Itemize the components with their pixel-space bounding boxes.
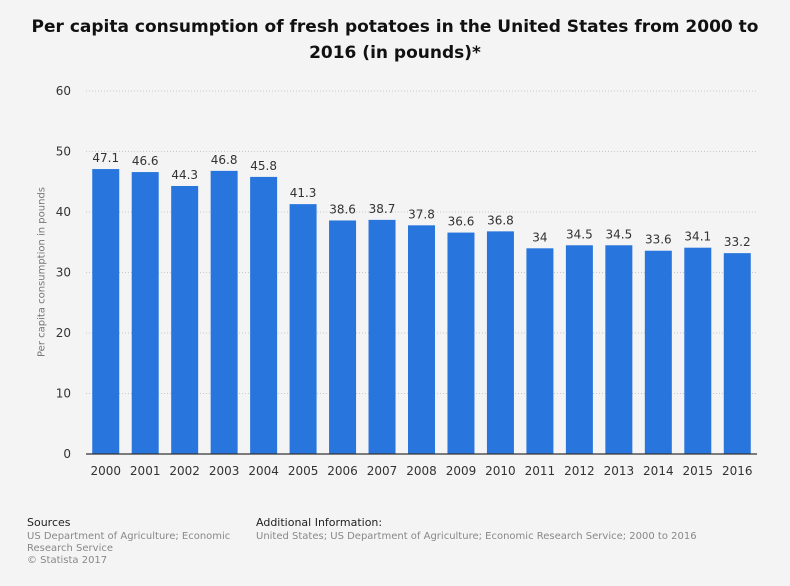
data-label: 34.5	[605, 227, 632, 241]
x-tick-label: 2008	[406, 464, 437, 478]
additional-info-block: Additional Information: United States; U…	[256, 517, 726, 543]
bar	[644, 250, 672, 454]
x-tick-label: 2001	[130, 464, 161, 478]
x-tick-label: 2009	[446, 464, 477, 478]
bar	[408, 225, 435, 454]
y-tick-label: 0	[63, 447, 71, 461]
bar	[684, 247, 712, 454]
data-label: 34.5	[566, 227, 593, 241]
bar	[92, 169, 120, 455]
x-tick-label: 2014	[643, 464, 674, 478]
bar	[289, 204, 317, 454]
bar	[368, 219, 396, 454]
x-tick-label: 2010	[485, 464, 516, 478]
y-tick-label: 30	[56, 266, 71, 280]
y-tick-label: 20	[56, 326, 71, 340]
data-label: 34	[532, 230, 547, 244]
x-tick-label: 2007	[367, 464, 398, 478]
bar	[526, 248, 554, 454]
data-label: 45.8	[250, 159, 277, 173]
bar	[565, 245, 593, 454]
data-label: 33.6	[645, 233, 672, 247]
x-tick-label: 2012	[564, 464, 595, 478]
data-label: 47.1	[92, 151, 119, 165]
bar	[329, 220, 357, 454]
data-label: 46.6	[132, 154, 159, 168]
bar	[171, 185, 199, 455]
data-label: 37.8	[408, 207, 435, 221]
additional-info-heading: Additional Information:	[256, 516, 383, 529]
y-tick-label: 40	[56, 205, 71, 219]
x-tick-label: 2002	[169, 464, 200, 478]
chart-title: Per capita consumption of fresh potatoes…	[31, 17, 759, 63]
bar	[447, 232, 475, 454]
data-label: 46.8	[211, 153, 238, 167]
bar	[131, 172, 159, 454]
additional-info-text: United States; US Department of Agricult…	[256, 531, 697, 542]
data-label: 38.6	[329, 202, 356, 216]
copyright-text: © Statista 2017	[27, 555, 108, 566]
y-tick-label: 60	[56, 84, 71, 98]
data-label: 34.1	[684, 230, 711, 244]
y-tick-label: 50	[56, 145, 71, 159]
x-tick-label: 2013	[604, 464, 635, 478]
data-label: 33.2	[724, 235, 751, 249]
sources-line: Research Service	[27, 543, 114, 554]
data-label: 44.3	[171, 168, 198, 182]
x-tick-label: 2016	[722, 464, 753, 478]
data-label: 36.8	[487, 213, 514, 227]
x-tick-label: 2011	[525, 464, 556, 478]
x-tick-label: 2006	[327, 464, 358, 478]
sources-heading: Sources	[27, 516, 71, 529]
data-label: 38.7	[369, 202, 396, 216]
x-tick-label: 2004	[248, 464, 279, 478]
bar	[250, 176, 278, 454]
data-label: 41.3	[290, 186, 317, 200]
y-tick-label: 10	[56, 387, 71, 401]
x-tick-label: 2003	[209, 464, 240, 478]
y-axis-label: Per capita consumption in pounds	[36, 186, 48, 358]
x-tick-label: 2000	[90, 464, 121, 478]
bar	[210, 170, 238, 455]
bar	[486, 231, 514, 454]
sources-block: Sources US Department of Agriculture; Ec…	[27, 517, 237, 567]
bar	[723, 253, 751, 454]
sources-line: US Department of Agriculture; Economic	[27, 531, 231, 542]
x-tick-label: 2005	[288, 464, 319, 478]
x-tick-label: 2015	[683, 464, 714, 478]
data-label: 36.6	[448, 215, 475, 229]
bar	[605, 245, 633, 454]
